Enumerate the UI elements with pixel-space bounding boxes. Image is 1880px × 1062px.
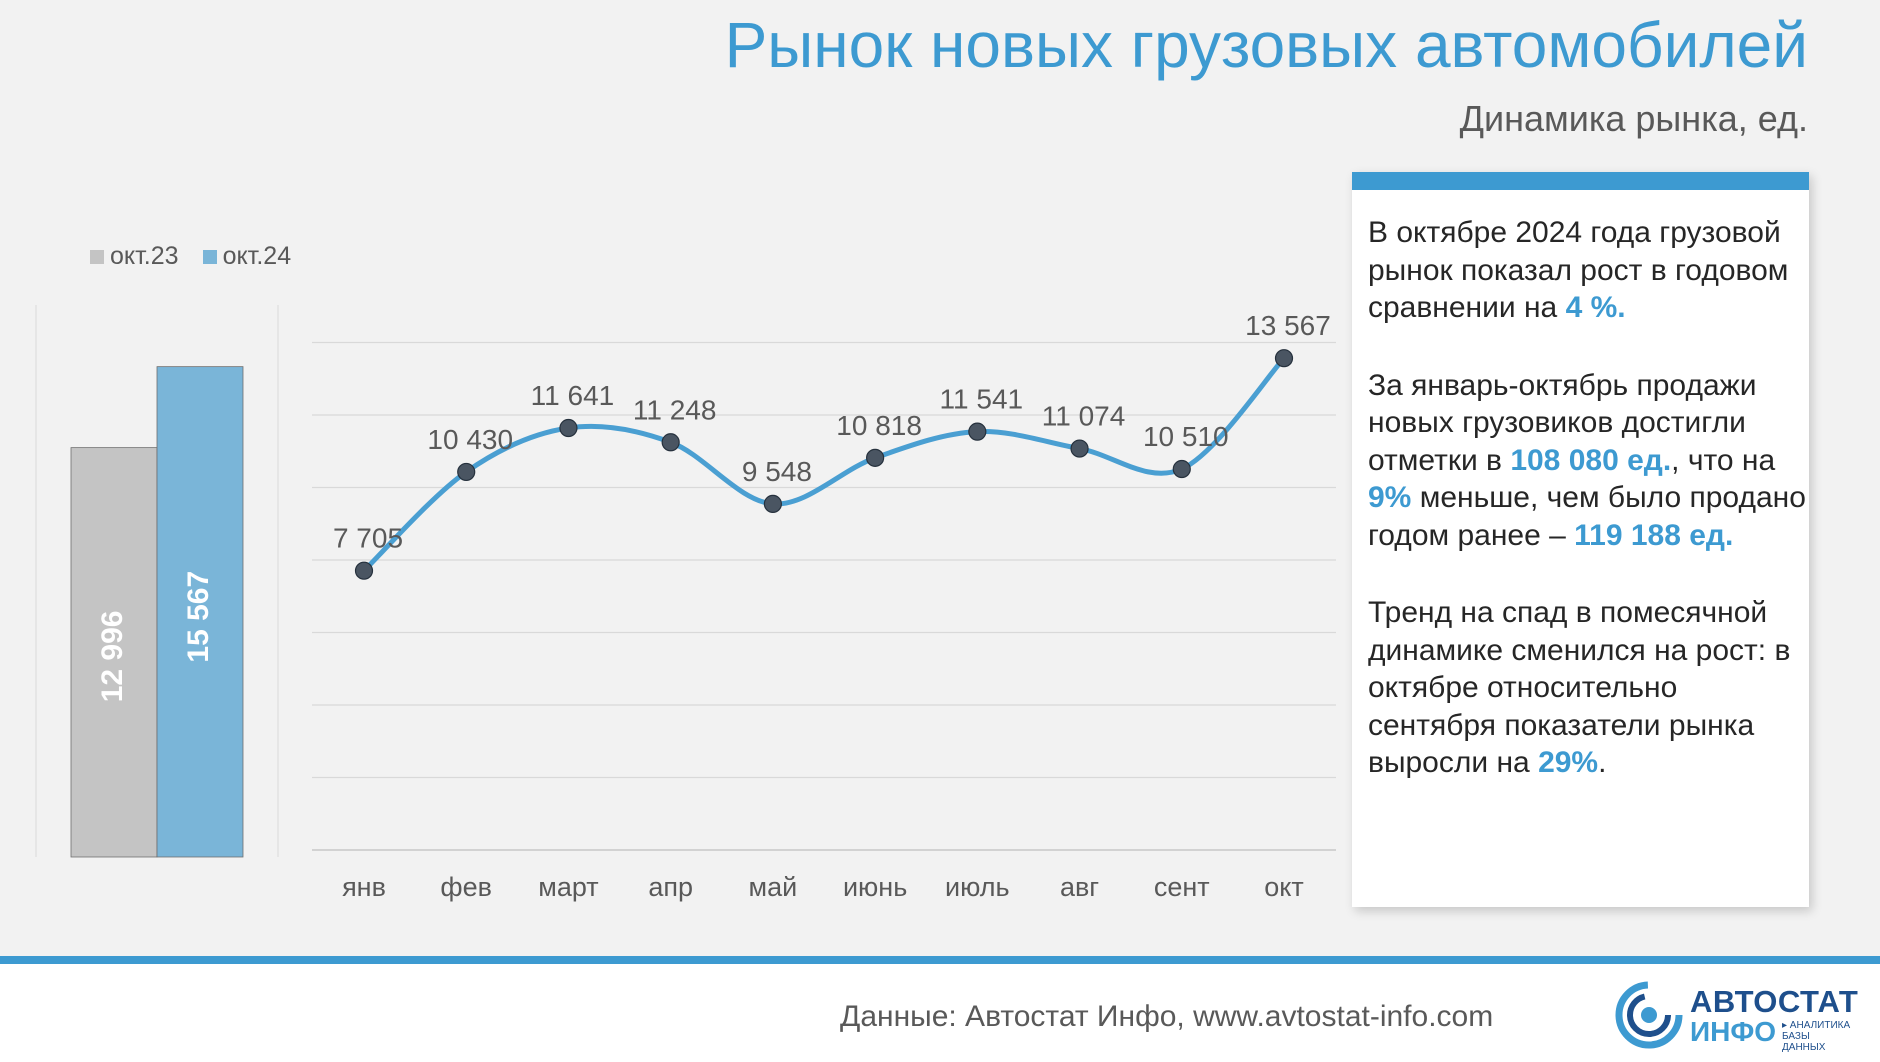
data-point: [559, 418, 578, 438]
data-label: 7 705: [333, 523, 403, 554]
data-point: [1172, 459, 1191, 479]
legend-label-oct23: окт.23: [110, 242, 179, 270]
x-tick-label: фев: [440, 872, 492, 902]
x-tick-label: авг: [1060, 872, 1099, 902]
info-paragraph-3: Тренд на спад в помесячной динамике смен…: [1368, 596, 1791, 779]
source-note: Данные: Автостат Инфо, www.avtostat-info…: [840, 1000, 1494, 1033]
data-point: [866, 448, 885, 467]
data-point: [1070, 439, 1089, 458]
data-label: 10 510: [1143, 421, 1229, 452]
x-tick-label: март: [538, 872, 598, 902]
autostat-logo-icon: [1615, 981, 1683, 1049]
legend-label-oct24: окт.24: [222, 242, 292, 270]
info-paragraph-1: В октябре 2024 года грузовой рынок показ…: [1368, 216, 1789, 324]
legend-item-oct23: окт.23: [90, 242, 179, 271]
data-point: [763, 494, 782, 513]
x-tick-label: апр: [648, 872, 693, 902]
x-tick-label: сент: [1154, 872, 1210, 902]
data-label: 11 248: [633, 394, 717, 425]
footer-divider: [0, 956, 1880, 964]
info-panel-text: В октябре 2024 года грузовой рынок показ…: [1368, 214, 1808, 822]
series-line: [361, 355, 1287, 574]
charts-svg: 12 996 15 567 7 705 янв 10 430 фев 11 641 март…: [35, 305, 1336, 902]
data-label: 10 818: [836, 410, 922, 441]
highlight-ytd-2024: 108 080 ед.: [1510, 443, 1672, 477]
info-panel-accent-bar: [1352, 172, 1809, 190]
line-chart: 7 705 янв 10 430 фев 11 641 март 11 248 апр 9 54…: [333, 310, 1331, 902]
data-point: [457, 462, 476, 482]
page-subtitle: Динамика рынка, ед.: [1459, 98, 1808, 139]
bar-oct23: [70, 447, 158, 858]
data-point: [1274, 349, 1294, 368]
autostat-logo: АВТОСТАТ ИНФО ▸ АНАЛИТИКА БАЗЫ ДАННЫХ: [1612, 980, 1858, 1053]
data-point: [354, 561, 374, 580]
highlight-growth: 4 %.: [1565, 291, 1626, 324]
legend-swatch-oct23: [90, 249, 104, 264]
x-tick-label: июль: [945, 872, 1010, 902]
logo-wordmark-info: ИНФО: [1690, 1016, 1777, 1047]
data-label: 13 567: [1245, 310, 1331, 341]
data-label: 11 074: [1042, 401, 1126, 432]
highlight-mom-growth: 29%: [1538, 746, 1599, 779]
x-tick-label: янв: [342, 872, 386, 902]
logo-tagline: ▸ АНАЛИТИКА БАЗЫ ДАННЫХ: [1782, 1020, 1851, 1053]
legend-item-oct24: окт.24: [202, 242, 292, 271]
data-point: [661, 433, 680, 452]
highlight-ytd-2023: 119 188 ед.: [1574, 518, 1734, 552]
data-label: 11 541: [940, 384, 1024, 415]
highlight-decline: 9%: [1368, 481, 1412, 514]
logo-wordmark-avtostat: АВТОСТАТ: [1690, 984, 1859, 1019]
data-label: 10 430: [427, 424, 513, 455]
info-panel: В октябре 2024 года грузовой рынок показ…: [1352, 172, 1809, 907]
x-tick-label: июнь: [843, 872, 907, 902]
bar-value-label: 15 567: [182, 571, 215, 663]
bar-chart: 12 996 15 567: [35, 305, 279, 858]
footer: [0, 964, 1880, 1062]
chart-legend: окт.23 окт.24: [90, 242, 291, 271]
page-title: Рынок новых грузовых автомобилей: [724, 9, 1808, 81]
info-paragraph-2: За январь-октябрь продажи новых грузовик…: [1368, 368, 1806, 552]
x-tick-label: май: [749, 872, 798, 902]
bar-oct24: [156, 366, 244, 858]
data-label: 9 548: [742, 456, 812, 487]
legend-swatch-oct24: [202, 249, 217, 264]
data-point: [968, 422, 987, 441]
data-label: 11 641: [531, 380, 615, 411]
line-chart-gridlines: [312, 341, 1336, 851]
bar-value-label: 12 996: [96, 611, 129, 703]
x-tick-label: окт: [1264, 872, 1304, 902]
